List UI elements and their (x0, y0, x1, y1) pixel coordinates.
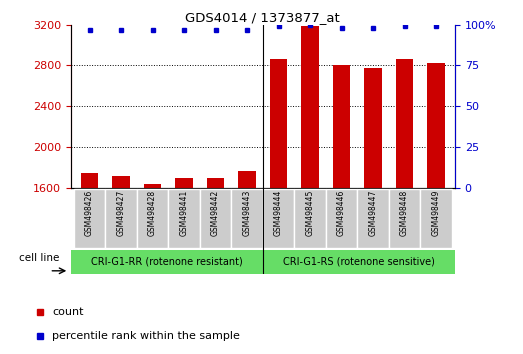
FancyBboxPatch shape (357, 189, 389, 249)
FancyBboxPatch shape (71, 250, 263, 274)
FancyBboxPatch shape (168, 189, 200, 249)
Text: GSM498448: GSM498448 (400, 189, 409, 236)
Bar (301, 26, 319, 188)
Text: GSM498447: GSM498447 (369, 189, 378, 236)
Text: count: count (52, 307, 84, 317)
Text: GSM498426: GSM498426 (85, 189, 94, 236)
Text: CRI-G1-RS (rotenone sensitive): CRI-G1-RS (rotenone sensitive) (283, 257, 435, 267)
Text: GSM498427: GSM498427 (117, 189, 126, 236)
Text: GSM498443: GSM498443 (243, 189, 252, 236)
FancyBboxPatch shape (263, 189, 294, 249)
Bar (175, 178, 192, 188)
Text: GSM498445: GSM498445 (305, 189, 314, 236)
Bar (238, 171, 256, 188)
Text: GSM498428: GSM498428 (148, 189, 157, 236)
FancyBboxPatch shape (326, 189, 357, 249)
FancyBboxPatch shape (137, 189, 168, 249)
FancyBboxPatch shape (200, 189, 231, 249)
Bar (112, 176, 130, 188)
FancyBboxPatch shape (389, 189, 420, 249)
Bar (333, 65, 350, 188)
Text: GSM498449: GSM498449 (431, 189, 440, 236)
Bar (270, 59, 287, 188)
Bar (144, 183, 161, 188)
FancyBboxPatch shape (74, 189, 105, 249)
Bar (427, 63, 445, 188)
FancyBboxPatch shape (263, 250, 455, 274)
Bar (365, 68, 382, 188)
Bar (207, 178, 224, 188)
Text: percentile rank within the sample: percentile rank within the sample (52, 331, 240, 341)
Text: GSM498444: GSM498444 (274, 189, 283, 236)
Title: GDS4014 / 1373877_at: GDS4014 / 1373877_at (186, 11, 340, 24)
Bar (396, 59, 413, 188)
Text: GSM498446: GSM498446 (337, 189, 346, 236)
Text: CRI-G1-RR (rotenone resistant): CRI-G1-RR (rotenone resistant) (91, 257, 243, 267)
FancyBboxPatch shape (105, 189, 137, 249)
FancyBboxPatch shape (231, 189, 263, 249)
FancyBboxPatch shape (294, 189, 326, 249)
Text: cell line: cell line (19, 253, 59, 263)
Text: GSM498441: GSM498441 (179, 189, 188, 236)
FancyBboxPatch shape (420, 189, 452, 249)
Bar (81, 173, 98, 188)
Text: GSM498442: GSM498442 (211, 189, 220, 236)
